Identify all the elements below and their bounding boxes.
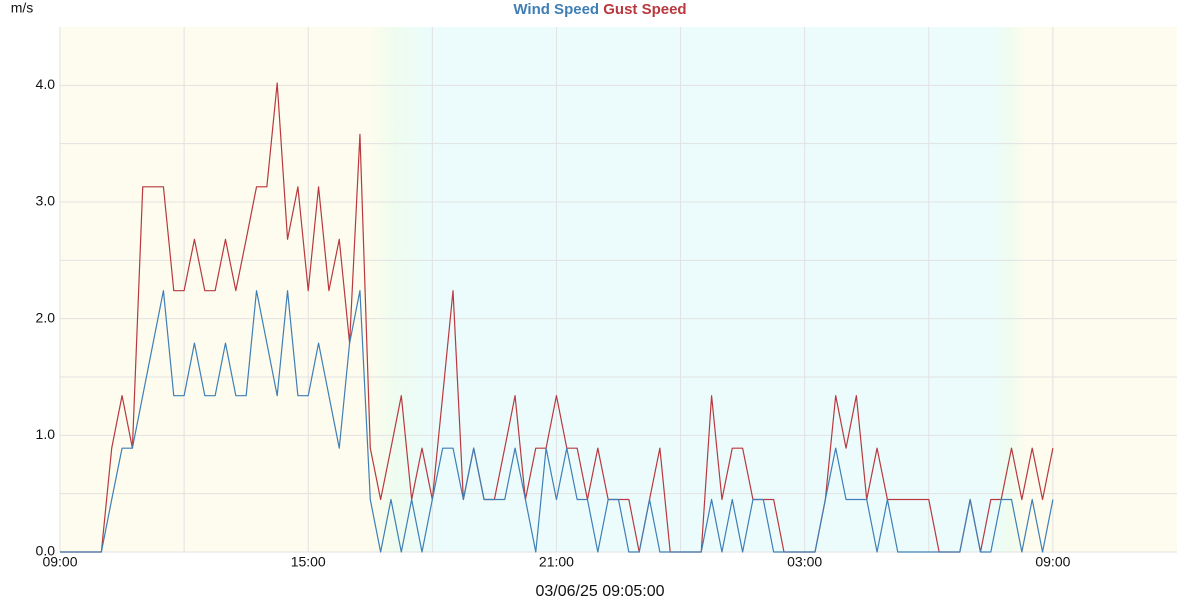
x-tick-label: 15:00 xyxy=(291,554,326,570)
y-tick-label: 0.0 xyxy=(36,543,56,559)
plot-background xyxy=(60,27,1177,552)
y-tick-label: 2.0 xyxy=(36,309,56,325)
y-tick-label: 1.0 xyxy=(36,426,56,442)
y-tick-label: 3.0 xyxy=(36,193,56,209)
x-tick-label: 09:00 xyxy=(42,554,77,570)
legend-entry: Gust Speed xyxy=(603,1,686,18)
legend-entry: Wind Speed xyxy=(513,1,599,18)
x-tick-label: 09:00 xyxy=(1035,554,1070,570)
x-tick-label: 03:00 xyxy=(787,554,822,570)
y-axis-unit: m/s xyxy=(11,0,34,16)
legend: Wind Speed Gust Speed xyxy=(513,1,686,18)
series-line xyxy=(60,290,1054,553)
x-axis-label: 03/06/25 09:05:00 xyxy=(535,583,664,600)
y-tick-label: 4.0 xyxy=(36,76,56,92)
x-tick-label: 21:00 xyxy=(539,554,574,570)
